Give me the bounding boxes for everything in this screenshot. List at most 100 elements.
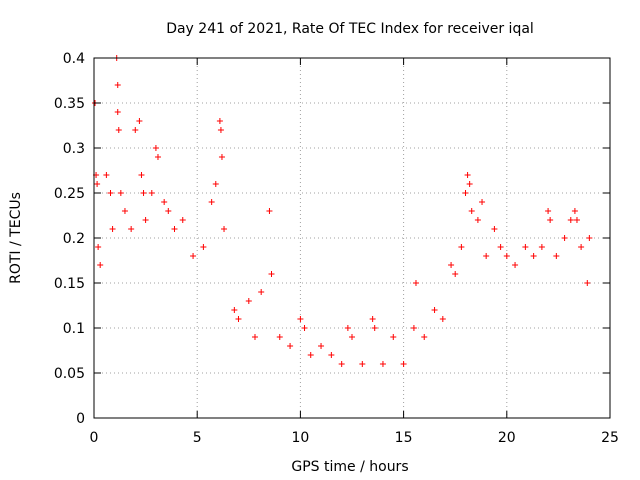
y-tick-label: 0.15 [54,276,85,292]
y-tick-label: 0.1 [63,321,85,337]
data-point [412,280,419,286]
data-point [344,325,351,331]
x-tick-label: 10 [291,430,309,446]
data-point [165,208,172,214]
data-point [128,226,135,232]
y-tick-label: 0.2 [63,231,85,247]
data-point [179,217,186,223]
data-point [208,199,215,205]
data-point [439,316,446,322]
data-point [138,172,145,178]
data-point [468,208,475,214]
data-point [421,334,428,340]
data-point [390,334,397,340]
data-point [530,253,537,259]
data-point [359,361,366,367]
data-point [142,217,149,223]
chart-title: Day 241 of 2021, Rate Of TEC Index for r… [166,21,534,37]
grid-lines [94,58,610,418]
data-point [200,244,207,250]
data-point [464,172,471,178]
data-point [538,244,545,250]
data-point [132,127,139,133]
data-point [578,244,585,250]
y-tick-label: 0 [76,411,85,427]
data-point [103,172,110,178]
data-point [371,325,378,331]
y-tick-label: 0.35 [54,96,85,112]
data-point [586,235,593,241]
data-point [547,217,554,223]
data-point [567,217,574,223]
y-tick-label: 0.05 [54,366,85,382]
data-point [448,262,455,268]
data-point [479,199,486,205]
data-point [462,190,469,196]
data-point [497,244,504,250]
data-point [152,145,159,151]
data-point [97,262,104,268]
data-point [121,208,128,214]
data-point [297,316,304,322]
x-axis-title: GPS time / hours [291,459,408,475]
data-points [92,55,593,367]
data-point [474,217,481,223]
data-point [276,334,283,340]
data-point [115,127,122,133]
data-point [235,316,242,322]
data-point [369,316,376,322]
data-point [400,361,407,367]
data-point [190,253,197,259]
data-point [328,352,335,358]
y-tick-label: 0.3 [63,141,85,157]
data-point [545,208,552,214]
data-point [431,307,438,313]
data-point [216,118,223,124]
data-point [268,271,275,277]
x-tick-label: 20 [498,430,516,446]
data-point [483,253,490,259]
data-point [491,226,498,232]
data-point [410,325,417,331]
plot-frame [93,57,611,419]
data-point [95,244,102,250]
data-point [379,361,386,367]
data-point [161,199,168,205]
data-point [258,289,265,295]
x-tick-label: 15 [395,430,413,446]
y-tick-label: 0.4 [63,51,85,67]
data-point [553,253,560,259]
data-point [212,181,219,187]
data-point [287,343,294,349]
data-point [231,307,238,313]
data-point [466,181,473,187]
data-point [571,208,578,214]
data-point [154,154,161,160]
data-point [245,298,252,304]
data-point [338,361,345,367]
data-point [217,127,224,133]
data-point [148,190,155,196]
data-point [140,190,147,196]
data-point [171,226,178,232]
data-point [522,244,529,250]
data-point [503,253,510,259]
y-axis-title: ROTI / TECUs [8,192,24,284]
data-point [136,118,143,124]
data-point [318,343,325,349]
data-point [349,334,355,340]
x-tick-label: 5 [193,430,202,446]
data-point [94,181,101,187]
data-point [301,325,308,331]
data-point [251,334,258,340]
data-point [221,226,228,232]
data-point [307,352,314,358]
data-point [458,244,465,250]
data-point [561,235,568,241]
data-point [109,226,116,232]
data-point [117,190,124,196]
data-point [573,217,580,223]
data-point [107,190,114,196]
data-point [218,154,225,160]
